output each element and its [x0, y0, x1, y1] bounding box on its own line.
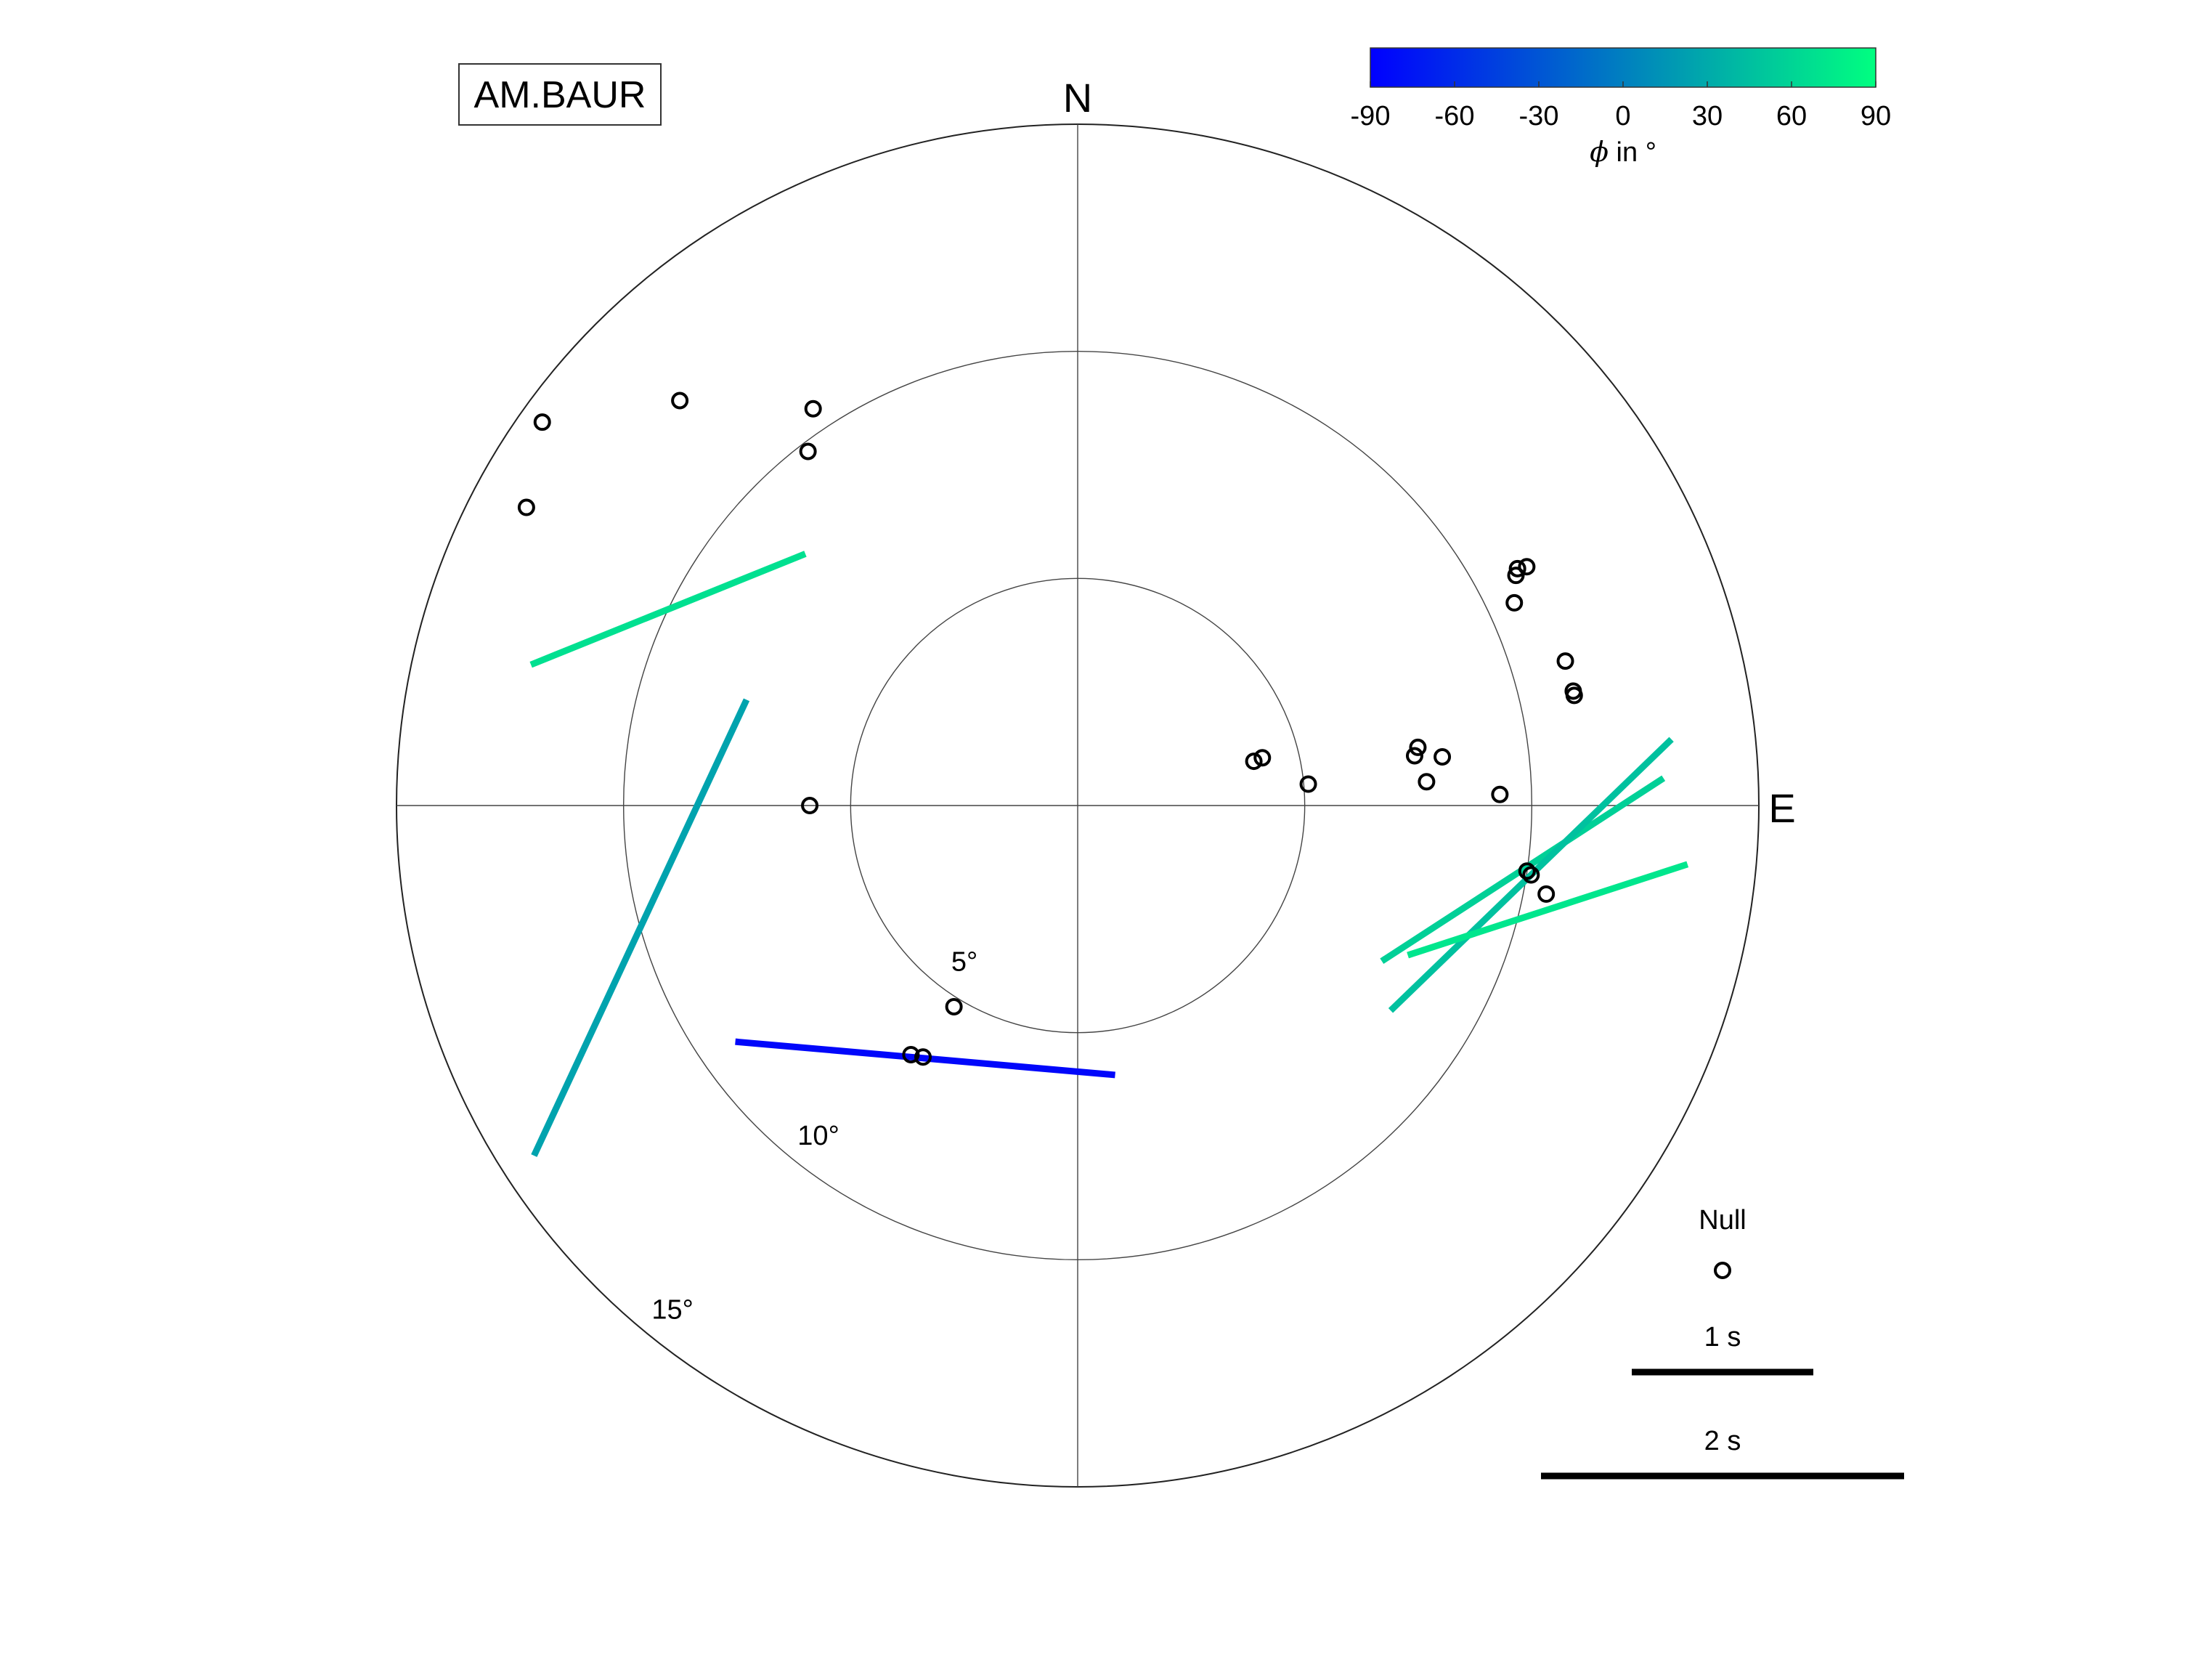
colorbar-gradient — [1370, 47, 1876, 88]
split-bar-4 — [1380, 775, 1666, 965]
null-marker-27 — [1537, 885, 1556, 903]
legend: Null 1 s 2 s — [1541, 1205, 1904, 1480]
null-marker-2 — [799, 442, 817, 461]
colorbar-tick-label--90: -90 — [1351, 101, 1391, 131]
polar-grid: 5° 10° 15° — [396, 123, 1760, 1488]
legend-null-label: Null — [1699, 1205, 1746, 1236]
colorbar-label: ϕ in ° — [1590, 136, 1656, 168]
null-marker-13 — [1409, 738, 1427, 756]
null-marker-19 — [1508, 559, 1526, 577]
null-marker-24 — [1556, 652, 1574, 670]
colorbar-tick-label-60: 60 — [1776, 101, 1807, 131]
legend-scale-1s-label: 1 s — [1704, 1322, 1741, 1352]
north-label: N — [1063, 75, 1092, 121]
east-label: E — [1768, 785, 1795, 831]
split-bar-6 — [1407, 861, 1689, 959]
null-marker-23 — [1565, 686, 1583, 705]
null-marker-25 — [1518, 862, 1536, 880]
null-marker-21 — [1505, 593, 1524, 612]
ring-label-10: 10° — [797, 1121, 839, 1151]
colorbar: -90 -60 -30 0 30 60 90 ϕ in ° — [1351, 47, 1891, 168]
null-marker-11 — [1253, 749, 1272, 767]
null-marker-7 — [945, 997, 963, 1015]
null-marker-15 — [1418, 773, 1436, 791]
null-measurements — [517, 392, 1583, 1066]
split-bar-1 — [529, 551, 807, 668]
colorbar-ticks: -90 -60 -30 0 30 60 90 — [1351, 81, 1891, 131]
station-label: AM.BAUR — [458, 63, 662, 126]
null-marker-6 — [801, 797, 819, 814]
colorbar-tick-label-30: 30 — [1692, 101, 1723, 131]
station-label-box — [458, 63, 662, 126]
split-bar-2 — [531, 698, 750, 1157]
station-name: AM.BAUR — [474, 74, 646, 116]
null-marker-12 — [1299, 775, 1317, 793]
null-marker-16 — [1434, 748, 1452, 766]
null-marker-4 — [533, 413, 551, 431]
null-marker-9 — [902, 1045, 920, 1063]
colorbar-tick-label-0: 0 — [1615, 101, 1630, 131]
colorbar-tick-label--60: -60 — [1435, 101, 1475, 131]
colorbar-tick-label--30: -30 — [1519, 101, 1559, 131]
null-marker-3 — [671, 392, 689, 410]
split-bar-5 — [1388, 737, 1674, 1013]
legend-null-marker — [1714, 1262, 1731, 1279]
colorbar-tick-label-90: 90 — [1861, 101, 1891, 131]
null-marker-10 — [1245, 753, 1263, 771]
null-marker-1 — [804, 399, 822, 418]
colorbar-label-symbol: ϕ — [1590, 136, 1609, 168]
ring-label-15: 15° — [651, 1295, 693, 1326]
split-measurements — [529, 551, 1689, 1157]
null-marker-20 — [1518, 558, 1536, 576]
legend-scale-2s-label: 2 s — [1704, 1426, 1741, 1456]
split-bar-3 — [735, 1038, 1115, 1079]
null-marker-17 — [1491, 785, 1509, 803]
ring-label-5: 5° — [951, 947, 977, 978]
null-marker-14 — [1405, 747, 1423, 765]
null-marker-26 — [1522, 866, 1540, 884]
null-marker-5 — [517, 498, 535, 516]
null-marker-18 — [1507, 567, 1525, 585]
null-marker-8 — [914, 1048, 932, 1066]
colorbar-label-text: in ° — [1609, 137, 1656, 168]
